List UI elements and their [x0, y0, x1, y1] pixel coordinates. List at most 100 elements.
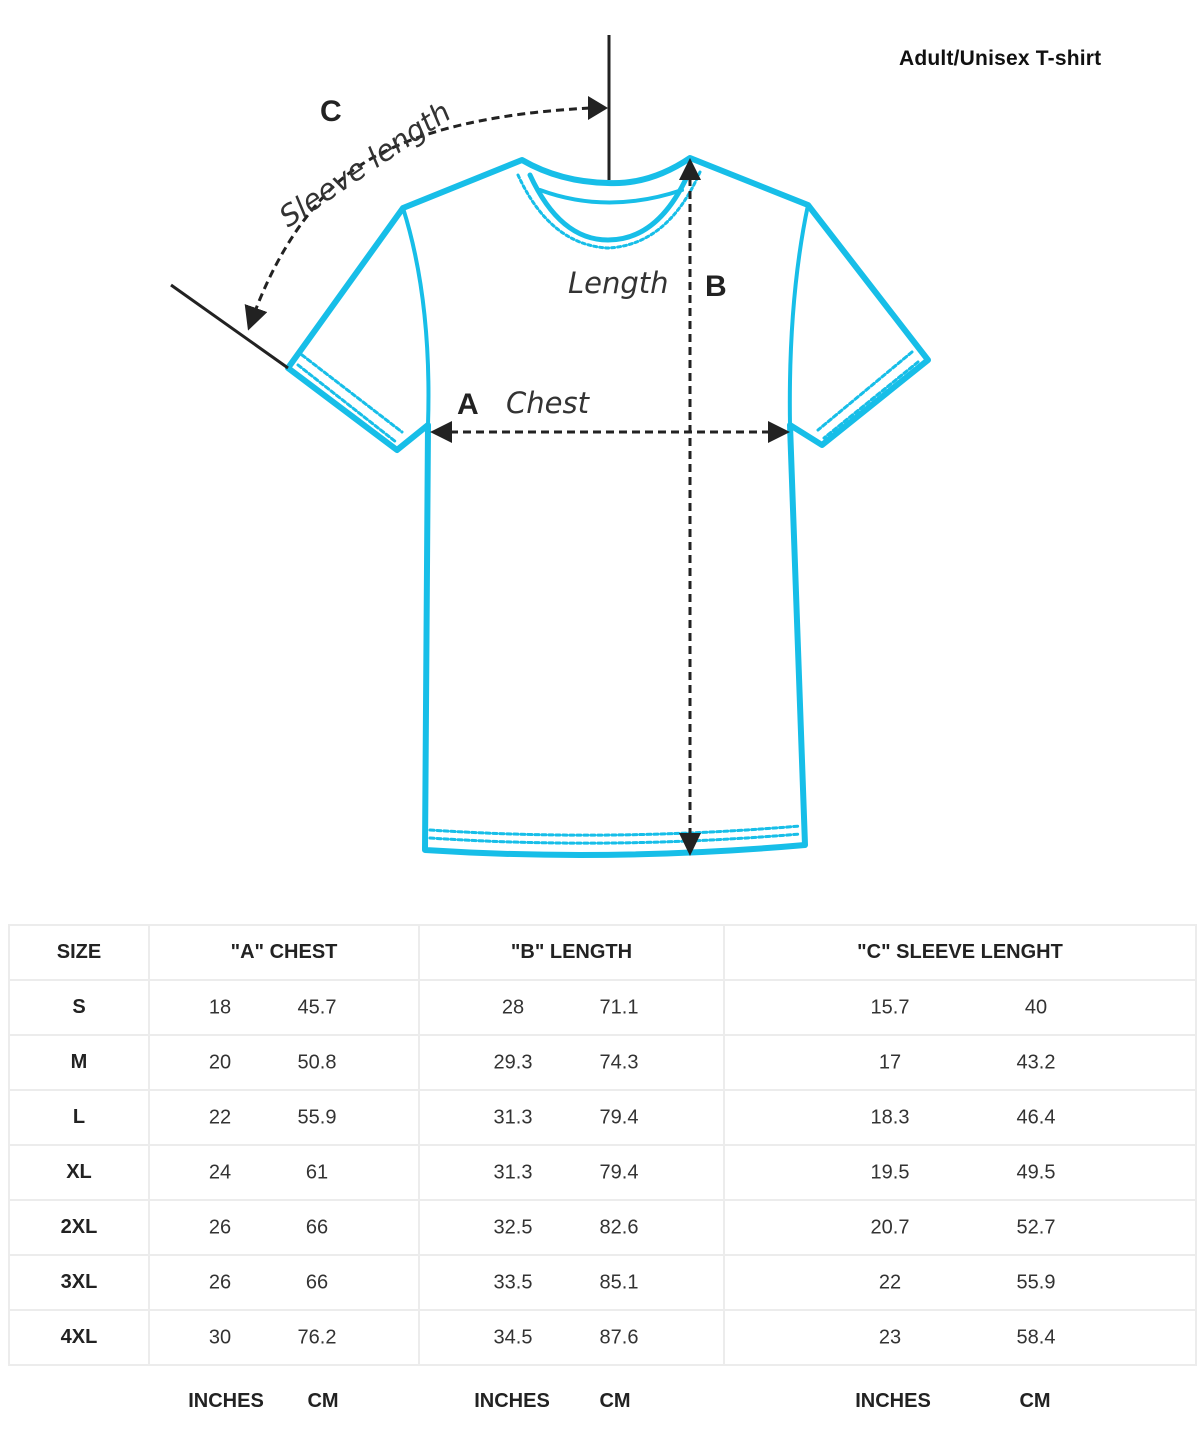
inches-value: 20: [208, 1051, 232, 1073]
cm-value: 61: [305, 1161, 329, 1183]
measurement-annotations: [170, 35, 790, 856]
cm-value: 55.9: [1016, 1271, 1056, 1293]
inches-value: 15.7: [870, 996, 910, 1018]
size-cell: XL: [8, 1144, 150, 1201]
measurement-cell: 23 58.4: [723, 1309, 1197, 1366]
tshirt-diagram: C Sleeve length Length B A Chest: [170, 35, 931, 858]
measurement-cell: 26 66: [148, 1199, 420, 1256]
table-row: L 22 55.9 31.3 79.4 18.3 46.4: [8, 1089, 1197, 1146]
header-chest: "A" CHEST: [148, 924, 420, 981]
sleeve-label: Sleeve length: [273, 94, 457, 233]
measurement-cell: 20 50.8: [148, 1034, 420, 1091]
length-label: Length: [568, 266, 669, 300]
table-header-row: SIZE "A" CHEST "B" LENGTH "C" SLEEVE LEN…: [8, 924, 1197, 981]
inches-value: 29.3: [493, 1051, 533, 1073]
header-length: "B" LENGTH: [418, 924, 725, 981]
cm-value: 45.7: [297, 996, 337, 1018]
header-sleeve: "C" SLEEVE LENGHT: [723, 924, 1197, 981]
left-sleeve-stitch: [296, 353, 404, 444]
right-sleeve-stitch: [816, 350, 920, 440]
inches-value: 26: [208, 1271, 232, 1293]
cm-value: 79.4: [599, 1161, 639, 1183]
cm-value: 52.7: [1016, 1216, 1056, 1238]
cm-value: 82.6: [599, 1216, 639, 1238]
chart-title: Adult/Unisex T-shirt: [899, 47, 1102, 70]
right-armhole-seam: [787, 203, 810, 427]
inches-value: 19.5: [870, 1161, 910, 1183]
cm-value: 71.1: [599, 996, 639, 1018]
measurement-cell: 17 43.2: [723, 1034, 1197, 1091]
table-row: 4XL 30 76.2 34.5 87.6 23 58.4: [8, 1309, 1197, 1366]
collar-inner: [527, 167, 693, 243]
inches-value: 34.5: [493, 1326, 533, 1348]
size-cell: L: [8, 1089, 150, 1146]
inches-value: 33.5: [493, 1271, 533, 1293]
table-row: 3XL 26 66 33.5 85.1 22 55.9: [8, 1254, 1197, 1311]
hem-stitch: [428, 824, 802, 845]
cm-value: 50.8: [297, 1051, 337, 1073]
sleeve-arrowhead-top: [588, 96, 608, 120]
cm-value: 79.4: [599, 1106, 639, 1128]
size-cell: M: [8, 1034, 150, 1091]
tshirt-outline: [285, 155, 931, 858]
cm-value: 66: [305, 1216, 329, 1238]
shirt-body: [285, 155, 931, 858]
measurement-cell: 18 45.7: [148, 979, 420, 1036]
measurement-cell: 29.3 74.3: [418, 1034, 725, 1091]
table-row: 2XL 26 66 32.5 82.6 20.7 52.7: [8, 1199, 1197, 1256]
unit-labels: INCHES CM INCHES CM INCHES CM: [0, 1390, 1200, 1416]
cm-value: 43.2: [1016, 1051, 1056, 1073]
cm-value: 46.4: [1016, 1106, 1056, 1128]
cm-value: 55.9: [297, 1106, 337, 1128]
inches-value: 23: [878, 1326, 902, 1348]
collar-stitch: [516, 170, 702, 250]
measurement-cell: 20.7 52.7: [723, 1199, 1197, 1256]
table-row: XL 24 61 31.3 79.4 19.5 49.5: [8, 1144, 1197, 1201]
inches-value: 24: [208, 1161, 232, 1183]
cm-value: 74.3: [599, 1051, 639, 1073]
chest-letter: A: [457, 388, 479, 421]
measurement-cell: 26 66: [148, 1254, 420, 1311]
inches-value: 26: [208, 1216, 232, 1238]
cm-value: 40: [1024, 996, 1048, 1018]
measurement-cell: 24 61: [148, 1144, 420, 1201]
sleeve-length-arrow: [244, 106, 591, 331]
size-cell: S: [8, 979, 150, 1036]
inches-value: 32.5: [493, 1216, 533, 1238]
cm-value: 76.2: [297, 1326, 337, 1348]
cuff-reference-line: [170, 283, 289, 370]
measurement-cell: 31.3 79.4: [418, 1144, 725, 1201]
size-cell: 4XL: [8, 1309, 150, 1366]
length-unit-inches: INCHES: [474, 1390, 550, 1412]
inches-value: 22: [208, 1106, 232, 1128]
measurement-cell: 19.5 49.5: [723, 1144, 1197, 1201]
measurement-cell: 30 76.2: [148, 1309, 420, 1366]
inches-value: 18: [208, 996, 232, 1018]
sleeve-unit-cm: CM: [1019, 1390, 1051, 1412]
cm-value: 49.5: [1016, 1161, 1056, 1183]
inches-value: 31.3: [493, 1106, 533, 1128]
chest-unit-cm: CM: [307, 1390, 339, 1412]
measurement-cell: 18.3 46.4: [723, 1089, 1197, 1146]
inches-value: 22: [878, 1271, 902, 1293]
length-arrowhead-bottom: [679, 833, 701, 856]
measurement-cell: 22 55.9: [148, 1089, 420, 1146]
measurement-cell: 34.5 87.6: [418, 1309, 725, 1366]
length-arrowhead-top: [679, 158, 701, 180]
measurement-cell: 15.7 40: [723, 979, 1197, 1036]
measurement-cell: 32.5 82.6: [418, 1199, 725, 1256]
inches-value: 31.3: [493, 1161, 533, 1183]
inches-value: 17: [878, 1051, 902, 1073]
inches-value: 28: [501, 996, 525, 1018]
chest-label: Chest: [506, 386, 591, 420]
table-row: S 18 45.7 28 71.1 15.7 40: [8, 979, 1197, 1036]
sleeve-unit-inches: INCHES: [855, 1390, 931, 1412]
header-size: SIZE: [8, 924, 150, 981]
measurement-cell: 33.5 85.1: [418, 1254, 725, 1311]
length-unit-cm: CM: [599, 1390, 631, 1412]
cm-value: 85.1: [599, 1271, 639, 1293]
table-row: M 20 50.8 29.3 74.3 17 43.2: [8, 1034, 1197, 1091]
measurement-cell: 31.3 79.4: [418, 1089, 725, 1146]
chest-unit-inches: INCHES: [188, 1390, 264, 1412]
cm-value: 66: [305, 1271, 329, 1293]
